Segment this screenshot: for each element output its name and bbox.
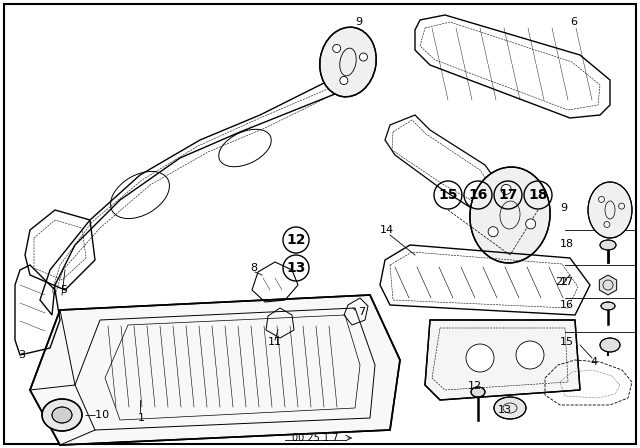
Ellipse shape	[600, 240, 616, 250]
Text: 1: 1	[138, 413, 145, 423]
Text: 16: 16	[468, 188, 488, 202]
Circle shape	[466, 344, 494, 372]
Text: 9: 9	[355, 17, 362, 27]
Circle shape	[501, 185, 511, 194]
Circle shape	[333, 44, 340, 52]
Text: 12: 12	[468, 381, 482, 391]
Text: 8: 8	[250, 263, 257, 273]
Circle shape	[488, 227, 498, 237]
Ellipse shape	[601, 302, 615, 310]
Text: 5: 5	[60, 285, 67, 295]
Text: 4: 4	[590, 357, 597, 367]
Polygon shape	[599, 275, 617, 295]
Text: 17: 17	[499, 188, 518, 202]
Ellipse shape	[320, 27, 376, 97]
Ellipse shape	[470, 167, 550, 263]
Text: 17: 17	[560, 277, 574, 287]
Circle shape	[340, 77, 348, 85]
Text: 18: 18	[528, 188, 548, 202]
FancyBboxPatch shape	[4, 4, 636, 444]
Text: 15: 15	[438, 188, 458, 202]
Ellipse shape	[52, 407, 72, 423]
Text: 9: 9	[560, 203, 567, 213]
Circle shape	[516, 341, 544, 369]
Ellipse shape	[471, 387, 485, 397]
Polygon shape	[30, 295, 400, 445]
Ellipse shape	[42, 399, 82, 431]
Text: 18: 18	[560, 239, 574, 249]
Text: 6: 6	[570, 17, 577, 27]
Ellipse shape	[494, 397, 526, 419]
Text: 3: 3	[18, 350, 25, 360]
Ellipse shape	[600, 338, 620, 352]
Text: 2: 2	[560, 277, 567, 287]
Circle shape	[525, 219, 536, 229]
Text: 13: 13	[498, 405, 512, 415]
Text: 13: 13	[286, 261, 306, 275]
Text: —10: —10	[84, 410, 109, 420]
Text: 00 25 1 7: 00 25 1 7	[292, 433, 339, 443]
Text: 12: 12	[286, 233, 306, 247]
Ellipse shape	[588, 182, 632, 238]
Text: 16: 16	[560, 300, 574, 310]
Text: 11: 11	[268, 337, 282, 347]
Text: 2: 2	[555, 277, 562, 287]
Text: 7: 7	[358, 307, 365, 317]
Text: 15: 15	[560, 337, 574, 347]
Circle shape	[360, 53, 367, 61]
Polygon shape	[425, 320, 580, 400]
Text: 14: 14	[380, 225, 394, 235]
